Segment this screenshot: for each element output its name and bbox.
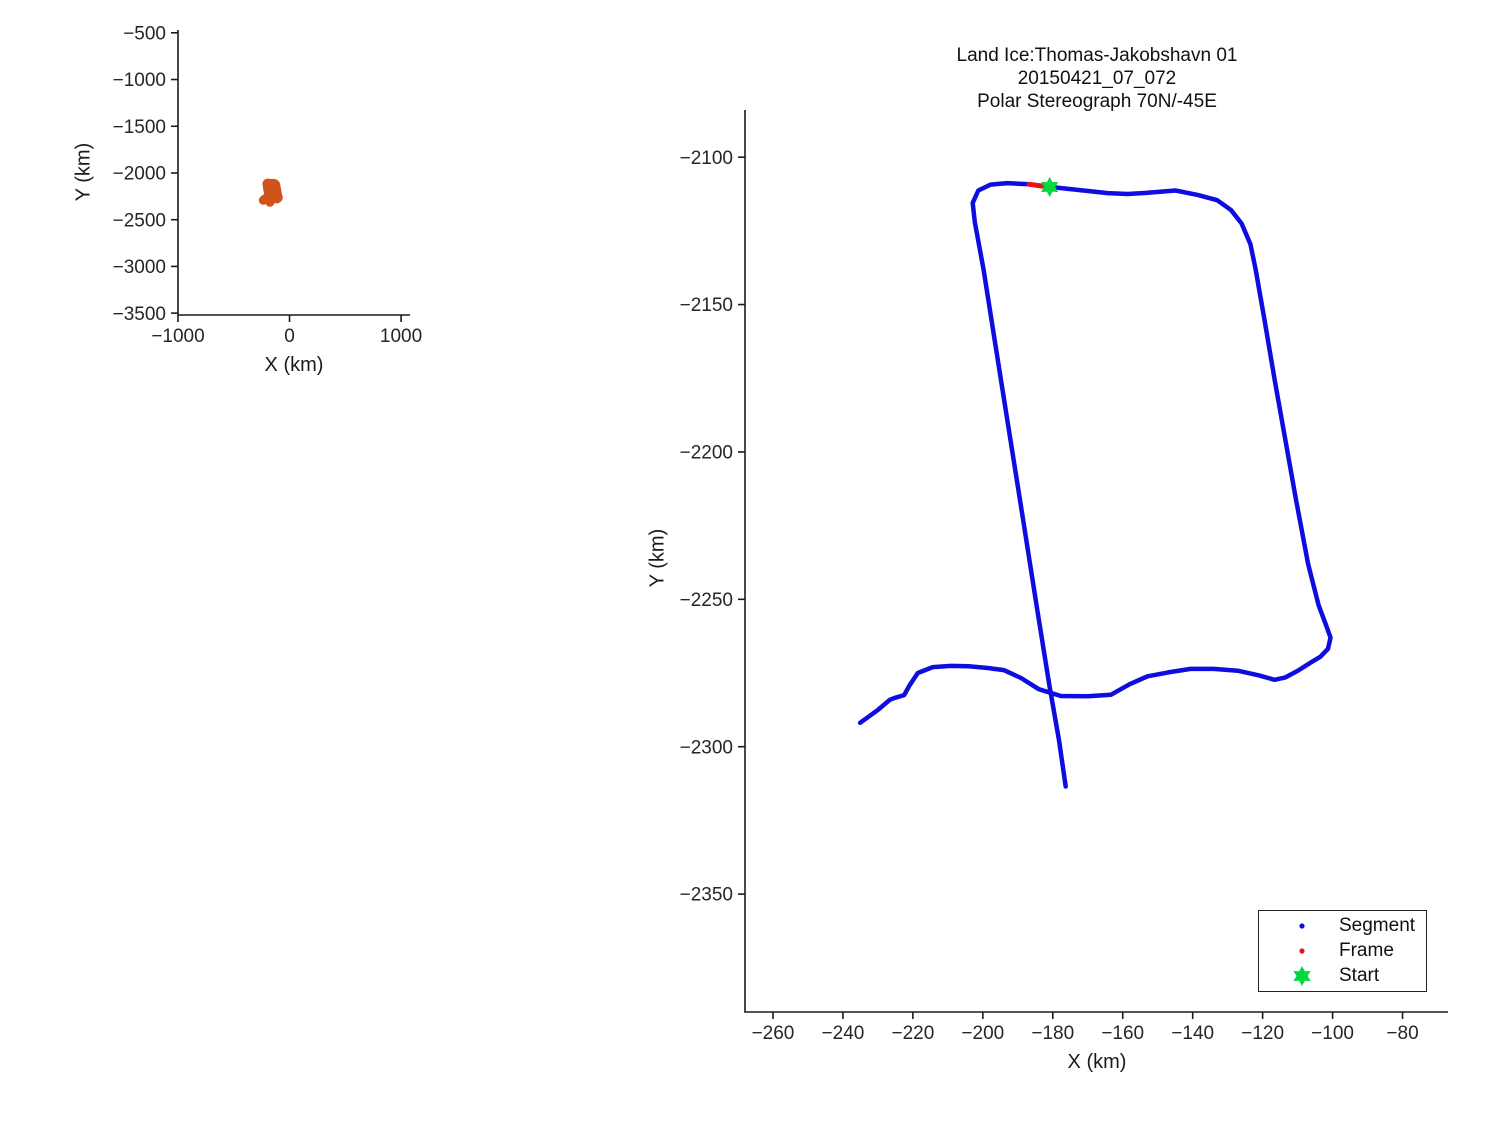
svg-text:−1500: −1500	[113, 117, 166, 138]
frame-track	[1026, 181, 1046, 189]
legend-label-start: Start	[1339, 964, 1380, 986]
svg-text:−2350: −2350	[680, 885, 733, 906]
svg-text:−200: −200	[961, 1023, 1004, 1044]
overview-axes: −1000 0 1000 −500 −1000 −1500 −2000 −2500 −3000 −…	[113, 23, 423, 346]
svg-text:−260: −260	[752, 1023, 795, 1044]
svg-text:−240: −240	[822, 1023, 865, 1044]
svg-text:−2000: −2000	[113, 164, 166, 185]
svg-text:−2100: −2100	[680, 148, 733, 169]
svg-text:0: 0	[284, 326, 295, 347]
legend-label-frame: Frame	[1339, 939, 1394, 961]
svg-text:−3500: −3500	[113, 304, 166, 325]
svg-text:−1000: −1000	[151, 326, 204, 347]
svg-text:−3000: −3000	[113, 257, 166, 278]
svg-text:1000: 1000	[380, 326, 422, 347]
svg-text:−2300: −2300	[680, 737, 733, 758]
title-line-1: Land Ice:Thomas-Jakobshavn 01	[956, 45, 1238, 66]
overview-track	[258, 178, 283, 207]
start-marker-icon	[1040, 176, 1059, 197]
overview-x-axis-label: X (km)	[264, 354, 324, 376]
svg-text:−2150: −2150	[680, 295, 733, 316]
segment-dot-icon	[1290, 914, 1314, 938]
svg-text:−1000: −1000	[113, 70, 166, 91]
svg-text:−500: −500	[123, 23, 166, 44]
main-y-axis-label: Y (km)	[646, 528, 669, 588]
legend-item-start: Start	[1259, 964, 1426, 988]
legend: Segment Frame Start	[1258, 910, 1427, 992]
legend-item-segment: Segment	[1259, 914, 1426, 938]
title-line-2: 20150421_07_072	[1017, 68, 1177, 89]
start-hexagram-icon	[1290, 964, 1314, 988]
main-plot-title: Land Ice:Thomas-Jakobshavn 01 20150421_0…	[746, 44, 1448, 113]
svg-text:−2200: −2200	[680, 443, 733, 464]
legend-label-segment: Segment	[1339, 915, 1416, 937]
frame-dot-icon	[1290, 939, 1314, 963]
main-x-axis-label: X (km)	[1067, 1051, 1127, 1073]
svg-text:−2250: −2250	[680, 590, 733, 611]
legend-item-frame: Frame	[1259, 939, 1426, 963]
svg-text:−120: −120	[1241, 1023, 1284, 1044]
svg-text:−220: −220	[891, 1023, 934, 1044]
svg-text:−180: −180	[1031, 1023, 1074, 1044]
svg-text:−2500: −2500	[113, 210, 166, 231]
overview-y-axis-label: Y (km)	[72, 142, 95, 202]
svg-text:−140: −140	[1171, 1023, 1214, 1044]
main-axes: −260 −240 −220 −200 −180 −160 −140 −120 −100 −80 −…	[680, 110, 1448, 1044]
title-line-3: Polar Stereograph 70N/-45E	[977, 91, 1217, 112]
svg-text:−160: −160	[1101, 1023, 1144, 1044]
svg-text:−100: −100	[1311, 1023, 1354, 1044]
segment-track	[857, 180, 1333, 789]
start-legend-marker	[1293, 965, 1311, 986]
svg-text:−80: −80	[1386, 1023, 1418, 1044]
